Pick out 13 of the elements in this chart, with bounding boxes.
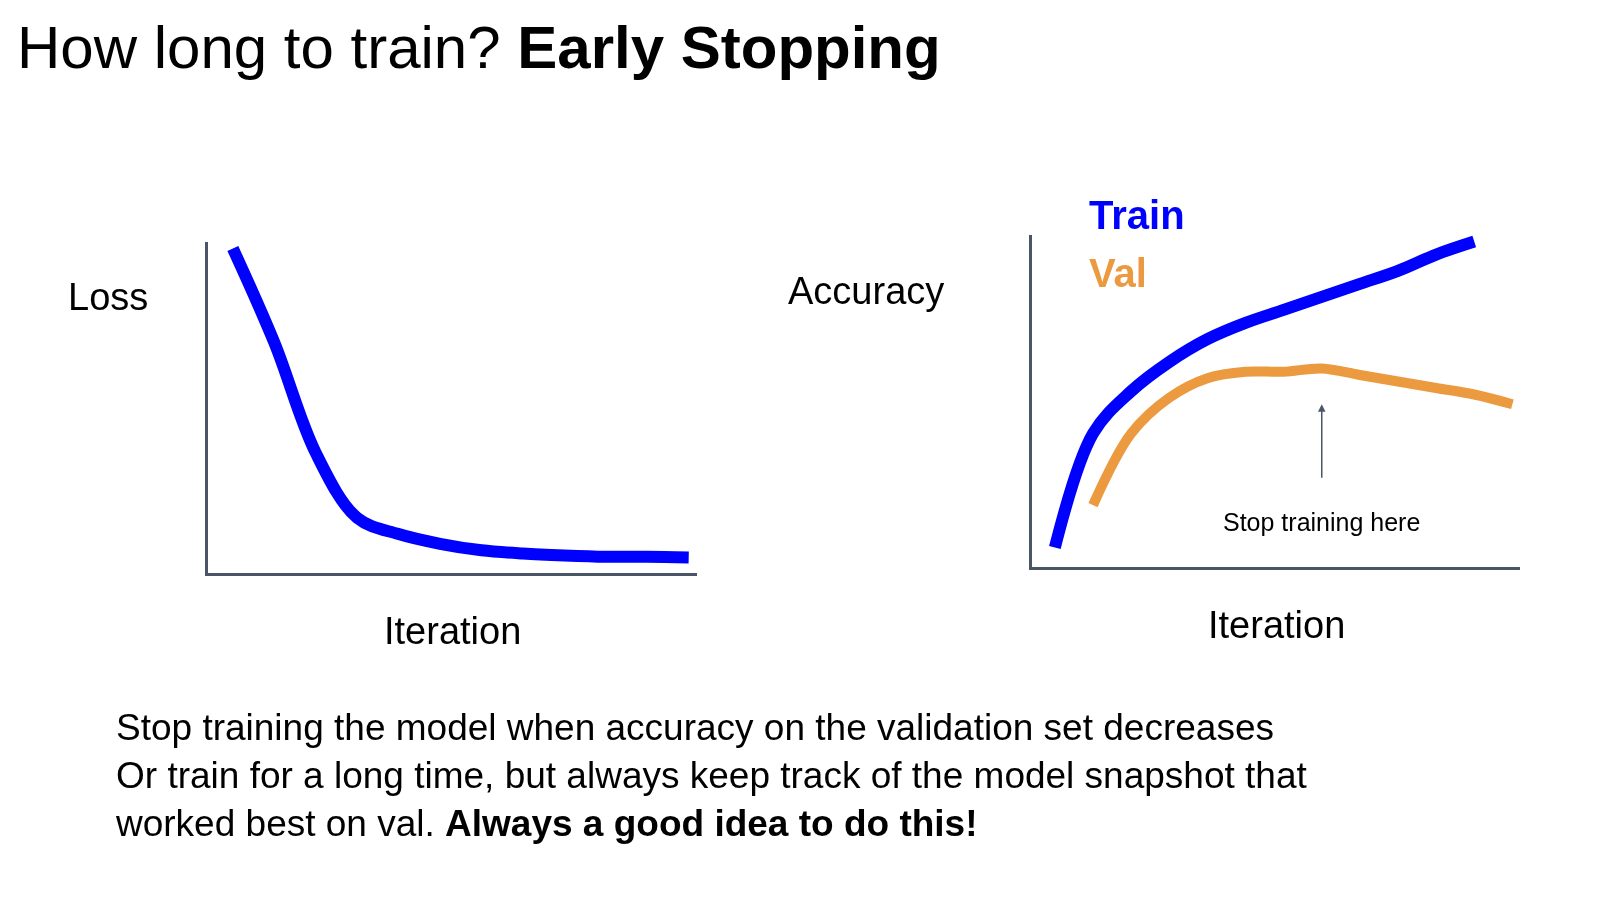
chart-title: How long to train?	[17, 14, 501, 81]
y-axis-title: Loss	[68, 276, 149, 318]
y-axis-title: Accuracy	[788, 270, 945, 312]
text: Or train for a long time, but always keep track of the model snapshot that	[116, 755, 1308, 797]
annotation: Stop training here	[1223, 508, 1421, 536]
text: Always a good idea to do this!	[445, 803, 978, 845]
chart-subtitle: Early Stopping	[517, 14, 941, 81]
x-axis-title: Iteration	[384, 610, 522, 652]
text: Stop training the model when accuracy on the validation set decreases	[116, 707, 1274, 748]
text: worked best on val.	[116, 803, 435, 845]
text: Train	[1089, 193, 1185, 237]
x-axis-title: Iteration	[1208, 604, 1346, 646]
text: Val	[1089, 251, 1147, 295]
